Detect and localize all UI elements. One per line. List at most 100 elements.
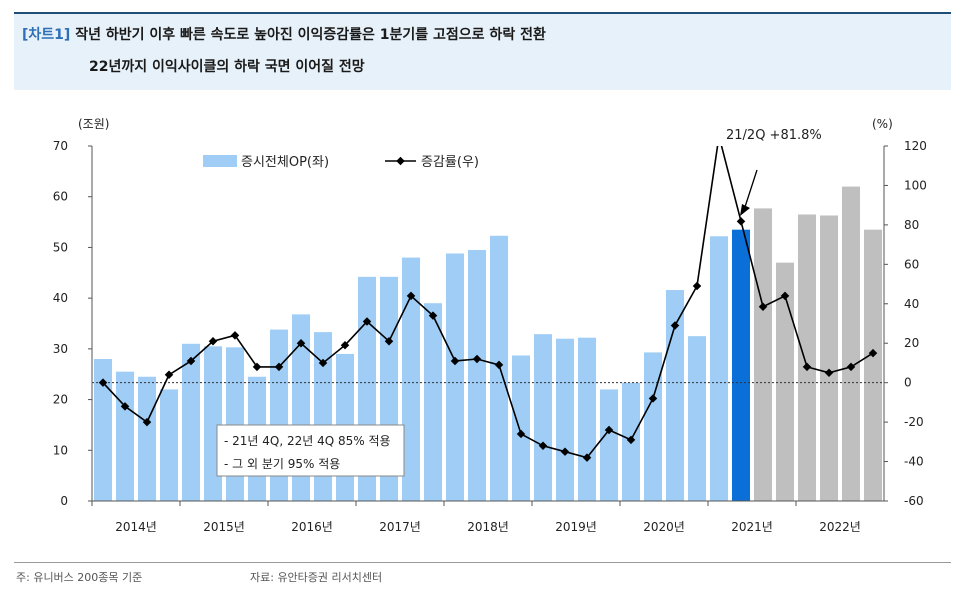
left-tick-label: 50 — [53, 240, 68, 254]
bar-21Q1 — [709, 236, 729, 501]
growth-marker-17Q3 — [406, 291, 416, 301]
growth-marker-18Q1 — [450, 356, 460, 366]
chart-title-line1: [차트1] 작년 하반기 이후 빠른 속도로 높아진 이익증감률은 1분기를 고… — [22, 24, 546, 44]
growth-marker-14Q2 — [120, 402, 130, 411]
bar-19Q1 — [533, 334, 553, 501]
bar-14Q1 — [93, 359, 113, 501]
bar-21Q4 — [775, 262, 795, 501]
note-line-2: - 그 외 분기 95% 적용 — [224, 457, 340, 471]
growth-marker-20Q3 — [670, 321, 680, 330]
chart-title-text: 작년 하반기 이후 빠른 속도로 높아진 이익증감률은 1분기를 고점으로 하락… — [75, 27, 546, 43]
note-line-1: - 21년 4Q, 22년 4Q 85% 적용 — [224, 434, 391, 448]
peak-annotation-arrow — [743, 169, 758, 211]
peak-annotation-arrowhead — [740, 204, 750, 216]
footer-rule — [14, 562, 951, 563]
growth-marker-14Q1 — [98, 378, 108, 387]
bar-21Q2 — [731, 229, 751, 501]
bar-14Q2 — [115, 371, 135, 501]
bar-19Q2 — [555, 338, 575, 501]
right-tick-label: 60 — [904, 257, 919, 271]
x-year-label: 2014년 — [115, 520, 157, 534]
growth-marker-16Q4 — [340, 340, 350, 350]
footer-source: 자료: 유안타증권 리서치센터 — [250, 571, 383, 584]
growth-marker-22Q3 — [846, 362, 856, 372]
bar-15Q3 — [225, 347, 245, 501]
right-tick-label: -60 — [904, 494, 924, 508]
bar-18Q1 — [445, 253, 465, 501]
x-year-label: 2018년 — [467, 520, 509, 534]
bar-22Q1 — [797, 214, 817, 501]
bar-20Q4 — [687, 336, 707, 501]
x-year-label: 2017년 — [379, 520, 421, 534]
growth-marker-15Q1 — [186, 356, 196, 366]
bar-15Q2 — [203, 346, 223, 501]
left-tick-label: 30 — [53, 342, 68, 356]
growth-marker-17Q2 — [384, 337, 394, 346]
growth-marker-14Q3 — [142, 417, 152, 427]
growth-marker-20Q4 — [692, 281, 702, 291]
right-tick-label: -20 — [904, 415, 924, 429]
bar-18Q2 — [467, 249, 487, 501]
chart-header — [14, 14, 951, 90]
bar-22Q2 — [819, 215, 839, 501]
growth-marker-19Q1 — [538, 441, 548, 451]
x-year-label: 2022년 — [819, 520, 861, 534]
bar-14Q4 — [159, 389, 179, 501]
left-tick-label: 0 — [60, 494, 68, 508]
x-year-label: 2016년 — [291, 520, 333, 534]
left-tick-label: 40 — [53, 291, 68, 305]
bar-18Q4 — [511, 355, 531, 501]
bar-22Q3 — [841, 186, 861, 502]
bar-14Q3 — [137, 376, 157, 501]
bar-22Q4 — [863, 229, 883, 501]
bar-19Q3 — [577, 337, 597, 501]
footer-note: 주: 유니버스 200종목 기준 — [16, 571, 143, 584]
right-tick-label: 40 — [904, 297, 919, 311]
right-tick-label: 120 — [904, 139, 927, 153]
growth-marker-16Q2 — [296, 338, 306, 348]
bar-17Q3 — [401, 257, 421, 501]
growth-line — [102, 146, 874, 459]
header-top-rule — [14, 12, 951, 14]
x-year-label: 2019년 — [555, 520, 597, 534]
growth-marker-15Q2 — [208, 337, 218, 346]
growth-marker-21Q4 — [780, 291, 790, 301]
x-year-label: 2021년 — [731, 520, 773, 534]
left-tick-label: 10 — [53, 443, 68, 457]
bar-17Q4 — [423, 303, 443, 501]
legend-line-marker — [396, 156, 405, 166]
chart-title-line2: 22년까지 이익사이클의 하락 국면 이어질 전망 — [89, 59, 365, 75]
x-year-label: 2020년 — [643, 520, 685, 534]
x-year-label: 2015년 — [203, 520, 245, 534]
legend-line-label: 증감률(우) — [421, 155, 479, 170]
bar-15Q1 — [181, 343, 201, 501]
growth-marker-19Q3 — [582, 453, 592, 462]
right-tick-label: 20 — [904, 336, 919, 350]
growth-marker-22Q2 — [824, 368, 834, 378]
growth-marker-15Q4 — [252, 362, 262, 372]
growth-marker-22Q4 — [868, 348, 878, 358]
growth-marker-16Q1 — [274, 362, 284, 372]
growth-marker-18Q3 — [494, 360, 504, 370]
legend-bar-label: 증시전체OP(좌) — [241, 155, 329, 170]
right-tick-label: 0 — [904, 376, 912, 390]
left-axis-unit: (조원) — [78, 117, 109, 131]
chart-tag: [차트1] — [22, 27, 71, 43]
right-tick-label: 100 — [904, 178, 927, 192]
peak-annotation-label: 21/2Q +81.8% — [726, 128, 822, 143]
growth-marker-21Q2 — [736, 217, 746, 226]
legend-bar-swatch — [203, 155, 237, 167]
growth-marker-18Q2 — [472, 354, 482, 364]
growth-marker-16Q3 — [318, 358, 328, 368]
left-tick-label: 60 — [53, 190, 68, 204]
right-tick-label: -40 — [904, 455, 924, 469]
right-axis-unit: (%) — [872, 117, 893, 131]
growth-marker-20Q1 — [626, 435, 636, 445]
left-tick-label: 20 — [53, 393, 68, 407]
growth-marker-17Q4 — [428, 311, 438, 320]
left-tick-label: 70 — [53, 139, 68, 153]
notes-box — [216, 424, 405, 477]
right-tick-label: 80 — [904, 218, 919, 232]
growth-marker-19Q2 — [560, 447, 570, 456]
growth-marker-19Q4 — [604, 425, 614, 435]
